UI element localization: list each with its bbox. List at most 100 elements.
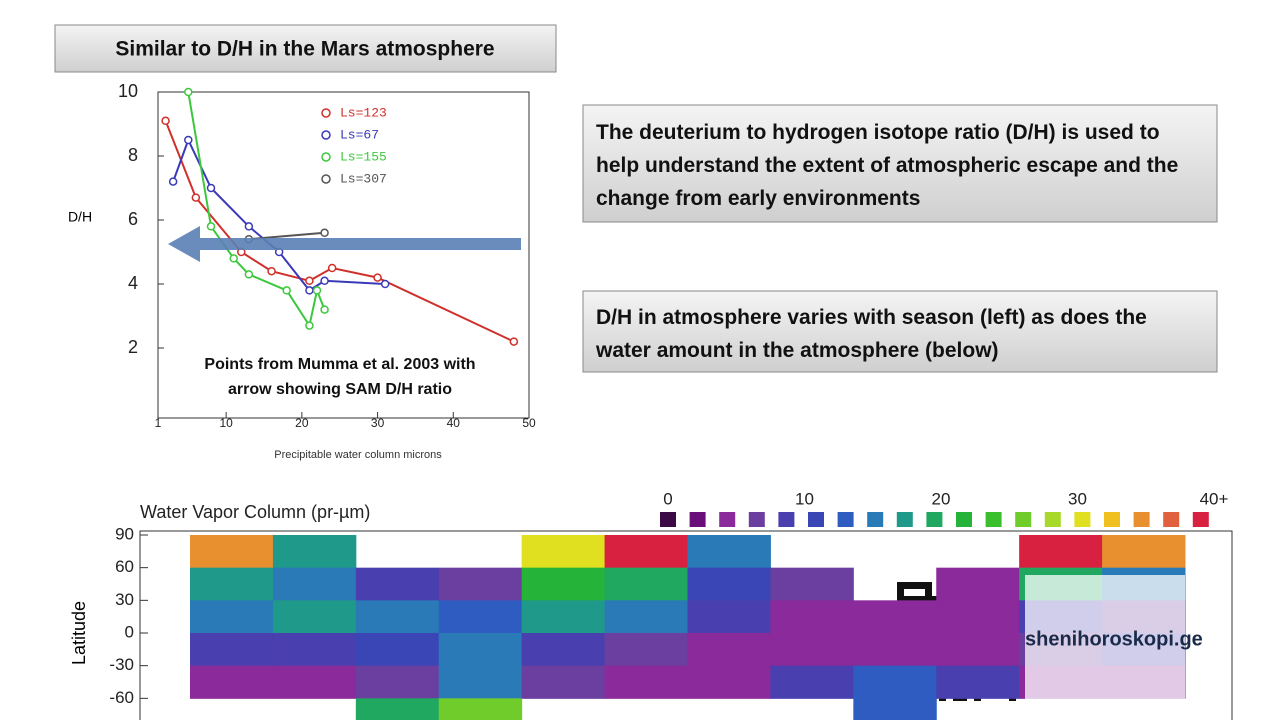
chart-title: Water Vapor Column (pr-µm) <box>140 502 370 522</box>
colorbar-swatch <box>1074 512 1091 527</box>
title-box <box>54 24 557 73</box>
data-point <box>206 183 216 193</box>
colorbar-swatch <box>1044 512 1061 527</box>
legend-marker <box>321 174 331 184</box>
data-point <box>161 116 170 126</box>
x-tick-label: 30 <box>371 416 385 430</box>
data-point <box>244 270 254 279</box>
y-tick-label: 4 <box>128 273 138 293</box>
heatmap-cell <box>936 665 1020 699</box>
heatmap-cell <box>687 535 771 569</box>
qr-module <box>911 582 918 589</box>
plot-frame <box>157 91 530 419</box>
heatmap-cell <box>355 698 440 720</box>
heatmap-cell <box>190 633 274 667</box>
x-tick-label: 50 <box>522 416 536 430</box>
x-tick-label: 40 <box>447 416 461 430</box>
colorbar-swatch <box>1192 512 1209 527</box>
colorbar-swatch <box>1015 512 1032 527</box>
heatmap-cell <box>438 600 523 634</box>
y-axis-label: Latitude <box>69 601 89 665</box>
heatmap-cell <box>438 633 523 667</box>
data-point <box>184 87 193 97</box>
watermark: shenihoroskopi.ge <box>1025 628 1203 650</box>
colorbar-swatch <box>956 512 972 527</box>
legend-label: Ls=307 <box>340 171 387 186</box>
heatmap-cell <box>438 567 523 601</box>
data-point <box>184 135 193 145</box>
colorbar-swatch <box>778 512 795 527</box>
data-point <box>168 177 178 186</box>
legend-marker <box>321 108 331 118</box>
heatmap-cell <box>438 698 523 720</box>
heatmap-cell <box>1019 535 1103 569</box>
y-tick-label: 2 <box>128 337 138 357</box>
legend-label: Ls=155 <box>340 149 387 164</box>
heatmap-cell <box>272 535 357 569</box>
qr-module <box>925 596 932 603</box>
heatmap-cell <box>272 600 357 634</box>
series-line <box>164 120 515 343</box>
colorbar-label: 20 <box>932 489 951 508</box>
y-axis-label: D/H <box>68 209 92 225</box>
qr-module <box>904 596 911 603</box>
heatmap-cell <box>770 633 854 667</box>
legend-marker <box>321 130 331 140</box>
annotation: Points from Mumma et al. 2003 with <box>204 356 475 373</box>
qr-module <box>897 589 904 596</box>
colorbar-swatch <box>1133 512 1150 527</box>
heatmap-cell <box>355 665 440 699</box>
heatmap-cell <box>521 567 606 601</box>
callout: The deuterium to hydrogen isotope ratio … <box>596 121 1178 210</box>
colorbar-swatch <box>1163 512 1180 527</box>
colorbar-label: 30 <box>1068 489 1087 508</box>
qr-module <box>918 596 925 603</box>
heatmap-cell <box>770 600 854 634</box>
heatmap-cell <box>936 633 1020 667</box>
data-point <box>206 222 216 231</box>
series-line <box>187 91 326 329</box>
y-tick-label: 30 <box>115 590 134 609</box>
colorbar-swatch <box>748 512 765 527</box>
title: Similar to D/H in the Mars atmosphere <box>115 38 494 61</box>
data-point <box>305 286 314 295</box>
heatmap-cell <box>355 567 440 601</box>
callout-box <box>582 104 1218 223</box>
colorbar-swatch <box>985 512 1002 527</box>
heatmap-cell <box>604 535 688 569</box>
heatmap-cell <box>521 600 606 634</box>
colorbar-swatch <box>926 512 943 527</box>
data-point <box>282 286 291 295</box>
data-point <box>305 321 314 330</box>
heatmap-cell <box>853 600 937 634</box>
heatmap-cell <box>687 600 771 634</box>
data-point <box>320 276 329 286</box>
heatmap-cell <box>272 633 357 667</box>
heatmap-cell <box>604 567 688 601</box>
heatmap-cell <box>853 698 937 720</box>
heatmap-cell <box>853 633 937 667</box>
y-tick-label: -30 <box>109 655 134 674</box>
colorbar-swatch <box>1104 512 1120 527</box>
y-tick-label: 0 <box>125 622 134 641</box>
heatmap-cell <box>521 633 606 667</box>
heatmap-cell <box>604 665 688 699</box>
data-point <box>312 286 322 295</box>
data-point <box>320 305 329 314</box>
colorbar-swatch <box>896 512 913 527</box>
legend-label: Ls=67 <box>340 127 379 142</box>
heatmap-cell <box>687 665 771 699</box>
heatmap-cell <box>521 535 606 569</box>
heatmap-cell <box>190 600 274 634</box>
colorbar-swatch <box>719 512 736 527</box>
data-point <box>267 266 276 276</box>
data-point <box>244 222 254 231</box>
callout: D/H in atmosphere varies with season (le… <box>595 306 1147 362</box>
heatmap-cell <box>355 633 440 667</box>
colorbar-label: 10 <box>795 489 814 508</box>
x-tick-label: 20 <box>295 416 309 430</box>
y-tick-label: -60 <box>109 688 134 707</box>
heatmap-cell <box>190 567 274 601</box>
